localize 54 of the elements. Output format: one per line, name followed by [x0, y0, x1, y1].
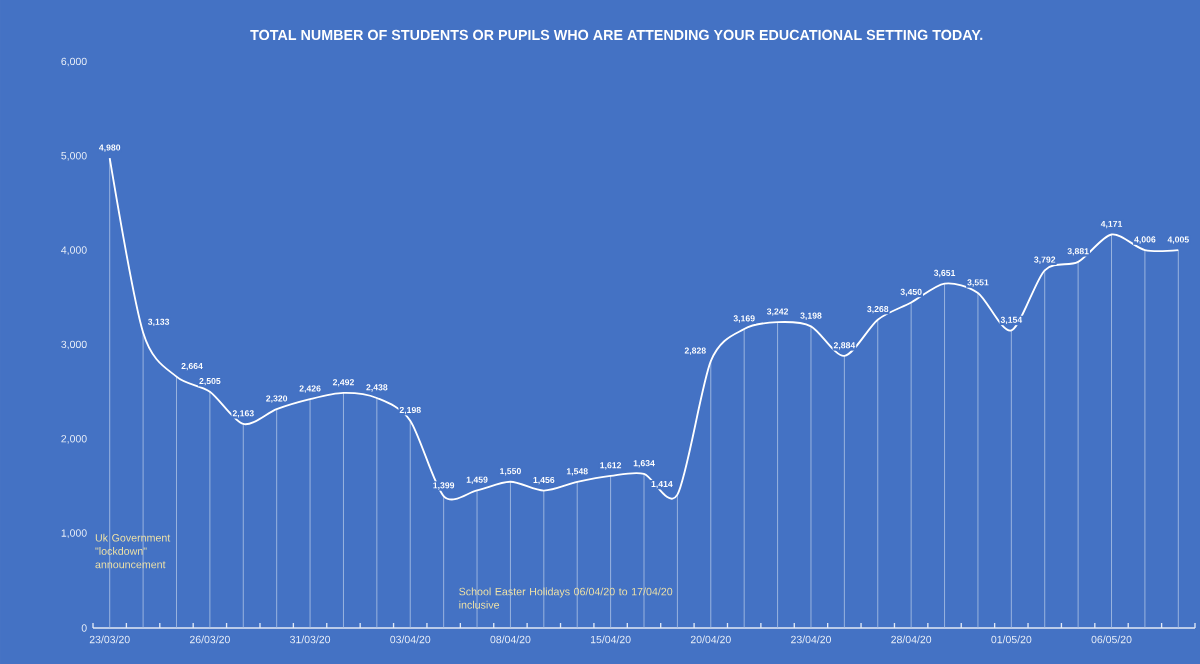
data-label: 2,320 — [266, 395, 288, 403]
x-tick-label: 01/05/20 — [991, 635, 1032, 644]
chart-title: TOTAL NUMBER OF STUDENTS OR PUPILS WHO ARE ATTENDING YOUR EDUCATIONAL SETTING TODAY. — [250, 29, 983, 41]
data-label: 1,550 — [500, 468, 521, 476]
data-label: 3,651 — [933, 269, 956, 278]
y-tick-label: 6,000 — [61, 57, 87, 67]
data-label: 3,450 — [900, 288, 922, 297]
y-tick-label: 2,000 — [61, 434, 87, 444]
data-label: 1,399 — [433, 482, 455, 490]
x-tick-label: 03/04/20 — [390, 635, 431, 644]
x-tick-label: 23/03/20 — [89, 635, 130, 644]
data-label: 3,242 — [766, 308, 789, 316]
data-label: 3,154 — [1000, 316, 1023, 325]
data-label: 3,198 — [800, 312, 822, 320]
x-tick-label: 08/04/20 — [490, 635, 531, 644]
data-label: 2,198 — [399, 406, 421, 415]
data-label: 2,426 — [299, 385, 321, 393]
data-label: 1,456 — [533, 476, 555, 485]
data-label: 3,792 — [1034, 256, 1056, 264]
data-label: 2,664 — [181, 362, 203, 371]
data-label: 3,169 — [733, 315, 755, 323]
data-label: 3,268 — [867, 305, 889, 314]
data-label: 2,828 — [684, 347, 706, 355]
data-label: 1,634 — [633, 460, 655, 468]
data-label: 3,881 — [1067, 248, 1089, 256]
data-label: 1,612 — [600, 462, 622, 470]
data-label: 4,171 — [1100, 220, 1123, 229]
y-tick-label: 5,000 — [61, 151, 87, 161]
data-label: 4,005 — [1167, 236, 1189, 244]
x-tick-label: 28/04/20 — [891, 635, 932, 644]
data-label: 2,505 — [199, 377, 221, 386]
data-label: 1,459 — [466, 476, 488, 485]
data-label: 2,163 — [232, 410, 254, 418]
annotation: Uk Government "lockdown" announcement — [95, 533, 171, 569]
x-tick-label: 31/03/20 — [290, 635, 331, 644]
data-label: 4,980 — [98, 144, 121, 152]
annotation: School Easter Holidays 06/04/20 to 17/04/20 inclusive — [459, 587, 673, 609]
data-label: 1,548 — [566, 468, 588, 476]
x-tick-label: 26/03/20 — [189, 635, 230, 644]
x-tick-label: 06/05/20 — [1091, 635, 1132, 644]
data-label: 2,492 — [332, 379, 354, 387]
data-label: 2,884 — [833, 342, 856, 350]
y-tick-label: 1,000 — [61, 529, 87, 538]
data-label: 3,133 — [147, 318, 170, 327]
data-label: 3,551 — [967, 279, 989, 287]
x-tick-label: 20/04/20 — [690, 635, 731, 644]
y-tick-label: 3,000 — [61, 340, 87, 350]
y-tick-label: 4,000 — [61, 246, 87, 255]
data-label: 1,414 — [651, 480, 673, 489]
x-tick-label: 23/04/20 — [791, 635, 831, 644]
y-tick-label: 0 — [81, 624, 87, 632]
data-label: 4,006 — [1134, 236, 1156, 244]
data-label: 2,438 — [366, 384, 388, 392]
x-tick-label: 15/04/20 — [590, 635, 631, 644]
